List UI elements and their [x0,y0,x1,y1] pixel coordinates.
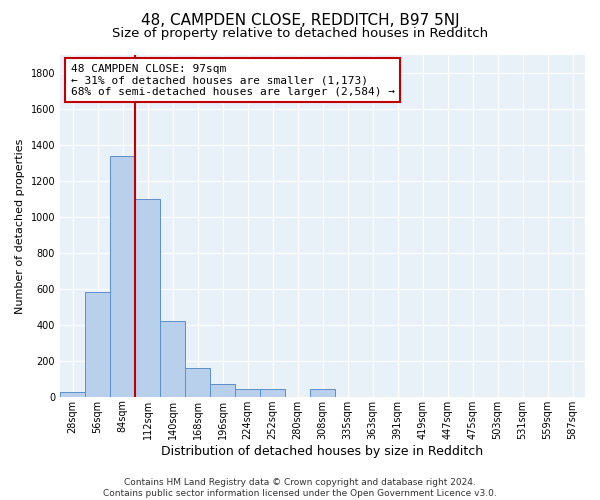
Bar [235,388,260,396]
Bar [60,392,85,396]
Text: 48 CAMPDEN CLOSE: 97sqm
← 31% of detached houses are smaller (1,173)
68% of semi: 48 CAMPDEN CLOSE: 97sqm ← 31% of detache… [71,64,395,96]
Bar [185,368,210,396]
Bar [210,384,235,396]
Bar [160,321,185,396]
Text: 48, CAMPDEN CLOSE, REDDITCH, B97 5NJ: 48, CAMPDEN CLOSE, REDDITCH, B97 5NJ [140,12,460,28]
Bar [135,199,160,396]
Bar [85,292,110,397]
Y-axis label: Number of detached properties: Number of detached properties [15,138,25,314]
Bar [260,388,285,396]
Text: Size of property relative to detached houses in Redditch: Size of property relative to detached ho… [112,28,488,40]
Bar [310,390,335,396]
X-axis label: Distribution of detached houses by size in Redditch: Distribution of detached houses by size … [161,444,484,458]
Text: Contains HM Land Registry data © Crown copyright and database right 2024.
Contai: Contains HM Land Registry data © Crown c… [103,478,497,498]
Bar [110,156,135,396]
